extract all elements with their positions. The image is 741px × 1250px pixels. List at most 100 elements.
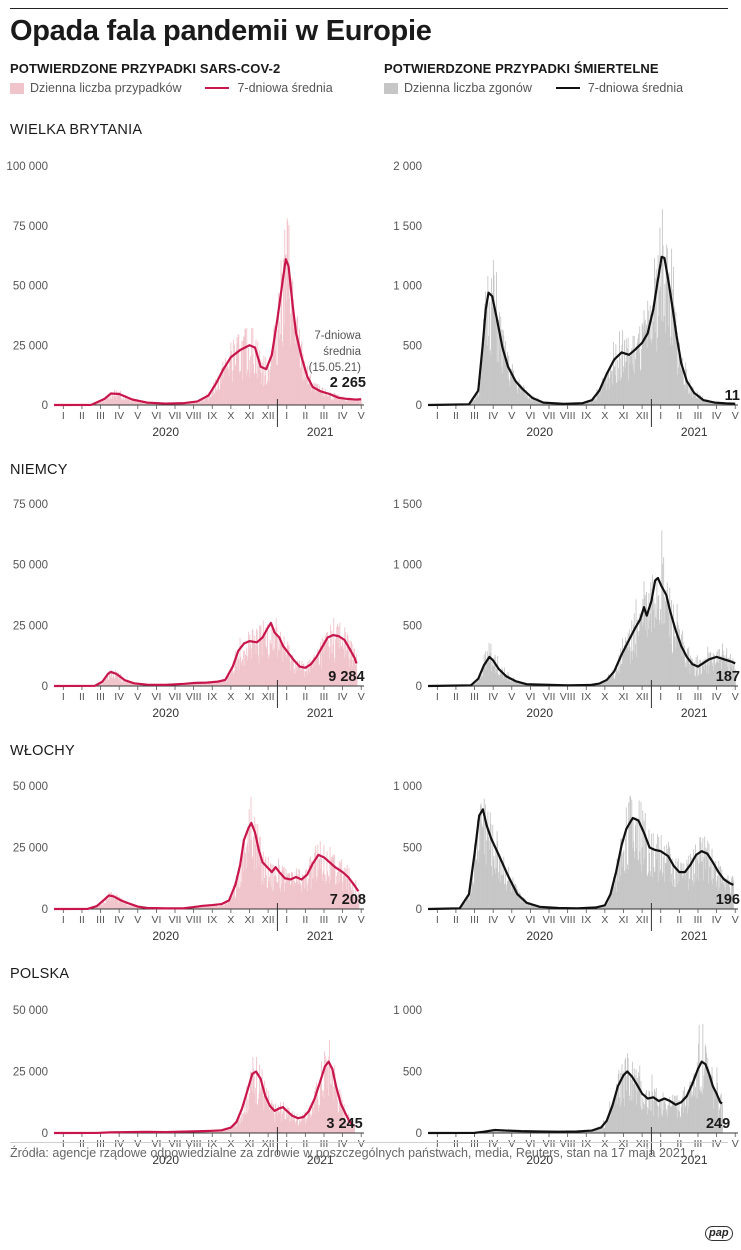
pl-cases-daily-bar [298,1120,300,1133]
pl-deaths-daily-bar [707,1066,709,1133]
uk-cases-daily-bar [322,396,324,405]
it-deaths-daily-bar [538,907,540,909]
pl-cases-daily-bar [324,1051,325,1133]
it-cases-daily-bar [287,873,289,909]
it-cases-daily-bar [197,906,199,909]
it-deaths-daily-bar [617,881,619,909]
it-deaths-month-label: VIII [560,914,576,926]
it-deaths-avg-line [427,808,734,911]
it-deaths-daily-bar [539,907,541,909]
uk-cases-daily-bar [234,344,235,405]
de-deaths-daily-bar [519,681,521,686]
pl-deaths-daily-bar [494,1129,496,1133]
uk-cases-daily-bar [119,391,121,405]
it-cases-daily-bar [108,892,110,909]
de-cases-daily-bar [255,653,257,686]
de-deaths-daily-bar [701,673,703,686]
pl-cases-daily-bar [273,1104,275,1133]
pl-cases-daily-bar [245,1112,247,1133]
de-cases-daily-bar [335,638,337,686]
pl-cases-daily-bar [272,1110,273,1133]
de-cases-daily-bar [191,683,193,686]
it-cases-daily-bar [349,882,351,909]
uk-deaths-daily-bar [473,400,475,405]
it-cases-daily-bar [237,889,239,909]
uk-cases-daily-bar [297,335,299,405]
pl-deaths-daily-bar [639,1065,641,1133]
uk-cases-daily-bar [229,360,231,405]
de-deaths-daily-bar [695,676,696,686]
uk-deaths-daily-bar [688,392,690,405]
uk-deaths-daily-bar [705,401,707,405]
it-cases-daily-bar [251,839,253,909]
uk-cases-daily-bar [259,350,261,405]
pl-deaths-daily-bar [696,1062,698,1133]
uk-cases-daily-bar [199,399,201,405]
pl-deaths-daily-bar [713,1108,715,1133]
uk-cases-daily-bar [221,367,223,405]
pl-deaths-daily-bar [706,1069,708,1133]
uk-cases-daily-bar [332,393,334,405]
uk-deaths-daily-bar [668,326,669,405]
uk-cases-daily-bar [320,390,322,405]
uk-deaths-daily-bar [597,389,599,405]
it-cases-daily-bar [99,902,101,909]
de-cases-year-2020: 2020 [152,706,179,720]
pl-cases-daily-bar [276,1114,278,1133]
it-deaths-daily-bar [682,875,684,909]
uk-deaths-daily-bar [650,339,652,405]
pl-cases-month-label: II [79,1138,85,1150]
pl-cases-daily-bar [221,1130,223,1133]
de-deaths-daily-bar [685,667,687,686]
uk-cases-daily-bar [127,397,129,405]
de-cases-daily-bar [308,672,310,686]
uk-deaths-daily-bar [635,359,636,405]
uk-cases-daily-bar [109,392,111,405]
pl-cases-daily-bar [343,1104,345,1133]
uk-cases-daily-bar [154,403,156,405]
it-cases-month-label: IV [114,914,124,926]
de-deaths-daily-bar [644,597,646,686]
uk-cases-daily-bar [255,339,257,405]
it-cases-daily-bar [251,856,253,909]
pl-deaths-daily-bar [589,1131,590,1133]
de-cases-avg-line [53,621,358,688]
pl-deaths-daily-bar [629,1101,631,1133]
it-deaths-daily-bar [541,907,543,909]
de-cases-daily-bar [284,648,286,686]
it-cases-daily-bar [201,906,203,909]
pl-cases-daily-bar [230,1126,232,1133]
it-deaths-daily-bar [718,887,720,909]
pl-cases-daily-bar [321,1061,322,1133]
pl-deaths-daily-bar [695,1087,696,1133]
pl-cases-daily-bar [283,1101,284,1133]
uk-cases-daily-bar [234,366,236,405]
it-cases-daily-bar [205,906,207,909]
it-deaths-daily-bar [630,795,632,909]
uk-cases-daily-bar [137,400,139,405]
it-cases-ytick-label: 25 000 [13,843,48,855]
pl-deaths-daily-bar [515,1131,517,1133]
de-deaths-daily-bar [491,662,493,686]
uk-deaths-month-label: I [659,410,662,422]
uk-cases-daily-bar [129,398,131,405]
uk-cases-daily-bar [310,374,311,405]
uk-deaths-daily-bar [493,275,495,405]
deaths-line-swatch [555,87,580,89]
it-cases-daily-bar [266,888,268,909]
pl-cases-daily-bar [330,1084,332,1133]
pl-deaths-daily-bar [624,1059,626,1133]
de-deaths-daily-bar [621,663,623,686]
it-deaths-daily-bar [636,818,638,909]
de-deaths-daily-bar [625,640,627,686]
de-cases-daily-bar [107,675,109,686]
de-deaths-ytick-label: 0 [416,681,422,693]
it-cases-daily-bar [262,851,264,909]
uk-cases-daily-bar [246,327,248,405]
pl-cases-daily-bar [334,1073,336,1133]
it-deaths-daily-bar [492,860,494,909]
pl-deaths-daily-bar [644,1094,646,1133]
uk-deaths-daily-bar [525,393,527,405]
pl-cases-daily-bar [325,1060,327,1133]
it-cases-daily-bar [267,887,269,909]
